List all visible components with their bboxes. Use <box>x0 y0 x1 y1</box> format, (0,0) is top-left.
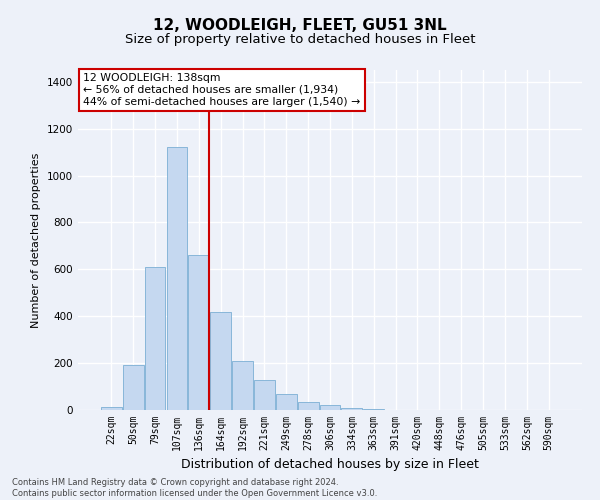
Bar <box>298 402 319 410</box>
Bar <box>254 380 275 410</box>
Bar <box>232 361 253 410</box>
Bar <box>123 366 143 410</box>
Text: Contains HM Land Registry data © Crown copyright and database right 2024.
Contai: Contains HM Land Registry data © Crown c… <box>12 478 377 498</box>
Text: Size of property relative to detached houses in Fleet: Size of property relative to detached ho… <box>125 32 475 46</box>
Bar <box>101 407 122 410</box>
Bar <box>364 409 384 410</box>
Bar <box>188 255 209 410</box>
Text: 12, WOODLEIGH, FLEET, GU51 3NL: 12, WOODLEIGH, FLEET, GU51 3NL <box>153 18 447 32</box>
Bar <box>341 408 362 410</box>
Y-axis label: Number of detached properties: Number of detached properties <box>31 152 41 328</box>
X-axis label: Distribution of detached houses by size in Fleet: Distribution of detached houses by size … <box>181 458 479 471</box>
Bar <box>276 394 296 410</box>
Bar <box>320 405 340 410</box>
Bar <box>167 148 187 410</box>
Text: 12 WOODLEIGH: 138sqm
← 56% of detached houses are smaller (1,934)
44% of semi-de: 12 WOODLEIGH: 138sqm ← 56% of detached h… <box>83 74 360 106</box>
Bar <box>210 312 231 410</box>
Bar <box>145 267 166 410</box>
